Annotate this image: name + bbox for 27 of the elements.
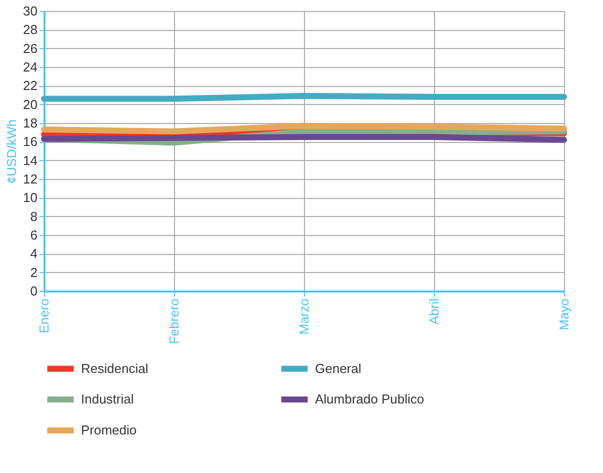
x-tick-label: Mayo (556, 298, 572, 330)
y-tick-label: 16 (23, 134, 38, 150)
y-tick-label: 18 (23, 116, 38, 130)
y-tick-label: 22 (23, 78, 38, 94)
legend-label: Residencial (81, 360, 148, 376)
y-tick-label: 24 (23, 60, 38, 74)
y-tick-label: 12 (23, 172, 38, 186)
y-tick-label: 10 (23, 190, 38, 206)
legend-label: Promedio (81, 422, 137, 438)
legend-label: Alumbrado Publico (315, 392, 424, 406)
legend-label: Industrial (81, 392, 134, 406)
y-tick-label: 4 (30, 246, 38, 262)
y-tick-label: 26 (23, 40, 38, 56)
y-tick-label: 20 (23, 96, 38, 112)
y-tick-label: 0 (30, 284, 38, 298)
y-tick-label: 28 (23, 22, 38, 38)
x-tick-label: Enero (36, 298, 52, 334)
y-tick-label: 6 (30, 228, 38, 242)
y-tick-label: 14 (23, 152, 38, 168)
x-tick-label: Febrero (166, 298, 182, 344)
y-tick-label: 8 (30, 208, 38, 224)
legend-label: General (315, 360, 362, 376)
x-tick-label: Abril (426, 298, 442, 325)
x-tick-label: Marzo (296, 298, 312, 335)
y-tick-label: 30 (23, 4, 38, 18)
y-tick-label: 2 (30, 264, 38, 280)
y-axis-title: ¢USD/kWh (4, 119, 20, 184)
